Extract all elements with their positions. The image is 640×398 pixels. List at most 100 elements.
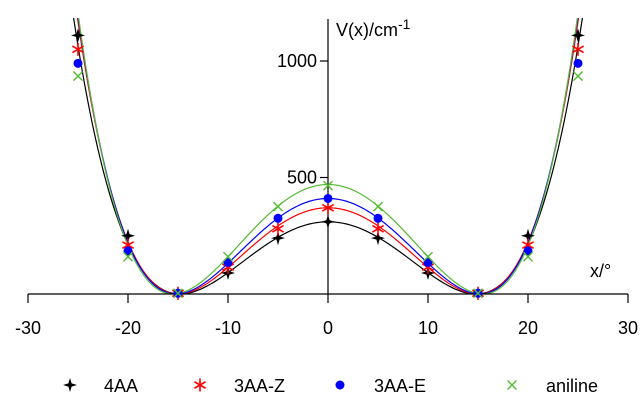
marker-shape [73,58,83,68]
point-aniline [373,201,383,212]
marker-shape [335,380,345,390]
data-markers [71,28,585,301]
point-4aa [321,214,335,229]
point-3aa-e [273,213,283,223]
marker-shape [371,231,385,246]
marker-stroke [223,251,233,262]
x-tick-label: -30 [15,318,41,338]
point-4aa [521,228,535,243]
marker-stroke [373,201,383,212]
point-3aa-e [523,246,533,256]
point-4aa [571,28,585,43]
legend: 4AA 3AA-Z 3AA-E aniline [63,376,598,396]
marker-shape [271,231,285,246]
marker-stroke [521,241,535,250]
y-axis-label: V(x)/cm-1 [336,16,411,40]
point-aniline [173,288,183,299]
point-3aa-z [271,222,285,236]
marker-stroke [571,45,585,54]
point-3aa-e [73,58,83,68]
marker-stroke [123,251,133,262]
marker-shape [573,58,583,68]
marker-stroke [423,251,433,262]
legend-label: 3AA-Z [234,376,285,396]
x-tick-label: 30 [618,318,638,338]
marker-stroke [323,180,333,191]
point-3aa-e [323,193,333,203]
marker-shape [423,258,433,268]
marker-shape [123,246,133,256]
marker-stroke [371,224,385,233]
point-3aa-z [571,42,585,56]
point-4aa [121,228,135,243]
point-aniline [273,201,283,212]
point-3aa-e [123,246,133,256]
x-axis-label: x/° [590,261,611,281]
marker-stroke [271,224,285,233]
marker-stroke [321,203,335,212]
marker-stroke [507,380,517,390]
point-aniline [523,251,533,262]
point-aniline [473,288,483,299]
marker-stroke [421,263,435,272]
marker-shape [373,213,383,223]
marker-shape [323,193,333,203]
x-tick-label: -20 [115,318,141,338]
point-aniline [123,251,133,262]
point-aniline [323,180,333,191]
point-3aa-e [573,58,583,68]
point-aniline [223,251,233,262]
x-tick-label: 10 [418,318,438,338]
legend-item-3aa-e: 3AA-E [335,376,426,396]
point-3aa-e [223,258,233,268]
marker-stroke [193,381,207,389]
marker-shape [223,258,233,268]
marker-stroke [523,251,533,262]
marker-shape [321,214,335,229]
marker-shape [273,213,283,223]
marker-shape [71,28,85,43]
legend-label: aniline [546,376,598,396]
legend-marker-3aa-e [335,380,345,390]
marker-shape [523,246,533,256]
point-3aa-z [71,42,85,56]
legend-marker-3aa-z [193,378,207,392]
point-4aa [71,28,85,43]
point-4aa [371,231,385,246]
x-tick-label: -10 [215,318,241,338]
tick-labels: -30 -20 -10 0 10 20 30 500 1000 V(x)/cm-1 x/° [15,16,638,338]
legend-label: 3AA-E [374,376,426,396]
y-tick-label: 1000 [277,51,317,71]
point-3aa-z [371,222,385,236]
marker-stroke [173,288,183,299]
legend-marker-4aa [63,378,77,392]
point-3aa-e [373,213,383,223]
y-tick-label: 500 [287,168,317,188]
marker-shape [63,378,77,392]
point-aniline [423,251,433,262]
legend-item-3aa-z: 3AA-Z [193,376,285,396]
marker-stroke [273,201,283,212]
marker-stroke [221,263,235,272]
marker-stroke [473,288,483,299]
marker-stroke [73,71,83,82]
axes [27,19,629,303]
marker-stroke [71,45,85,54]
marker-stroke [573,71,583,82]
point-aniline [73,71,83,82]
legend-label: 4AA [104,376,138,396]
point-3aa-z [321,201,335,215]
x-tick-label: 20 [518,318,538,338]
x-tick-label: 0 [323,318,333,338]
point-4aa [271,231,285,246]
marker-shape [121,228,135,243]
marker-stroke [121,241,135,250]
marker-shape [521,228,535,243]
point-3aa-e [423,258,433,268]
marker-shape [571,28,585,43]
legend-item-aniline: aniline [507,376,598,396]
legend-item-4aa: 4AA [63,376,138,396]
point-aniline [573,71,583,82]
